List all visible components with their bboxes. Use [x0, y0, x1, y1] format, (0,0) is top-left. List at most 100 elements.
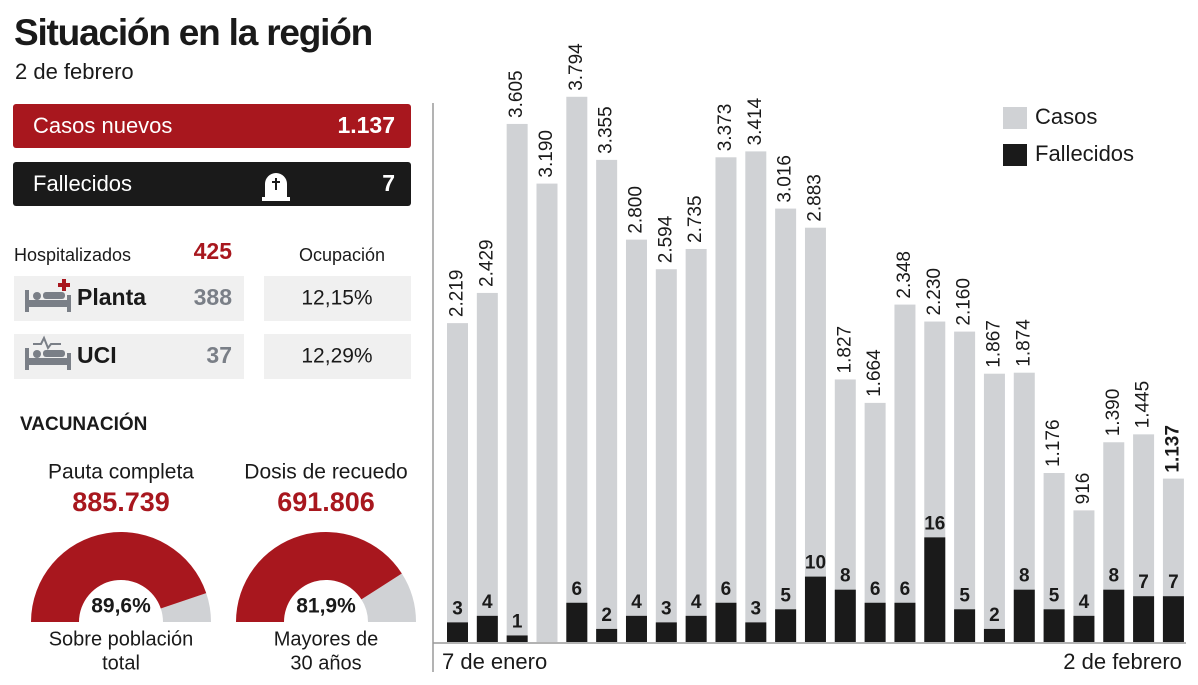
occupancy-header: Ocupación [299, 245, 385, 265]
bar-value-label: 1.137 [1162, 425, 1183, 473]
uci-occupancy-box [264, 334, 411, 379]
bar [715, 157, 737, 642]
bar-value-label: 1.390 [1103, 389, 1124, 437]
bar [1073, 510, 1095, 642]
bar-value-label: 2 [989, 605, 1000, 626]
planta-occupancy: 12,15% [301, 287, 372, 310]
bar-value-label: 5 [1049, 585, 1060, 606]
bar-value-label: 1.867 [983, 320, 1004, 368]
bar [1162, 596, 1184, 642]
bar [804, 227, 826, 643]
bar-value-label: 4 [482, 592, 493, 613]
bar-value-label: 4 [691, 592, 702, 613]
bar [983, 373, 1005, 642]
deaths-value: 7 [382, 170, 395, 196]
planta-value: 388 [194, 284, 233, 310]
bar [1043, 609, 1065, 642]
bar [924, 537, 946, 642]
bar-value-label: 1.176 [1043, 419, 1064, 467]
bar [596, 628, 618, 642]
bar-value-label: 4 [1079, 592, 1090, 613]
bar [834, 589, 856, 642]
bar [655, 269, 677, 642]
gauge-track [160, 593, 211, 622]
bar-value-label: 4 [631, 592, 642, 613]
bar [1013, 589, 1035, 642]
bar-value-label: 3.355 [596, 106, 617, 154]
bar-value-label: 8 [1108, 566, 1119, 587]
vaccine-label: Dosis de recuedo [244, 461, 407, 484]
bar [685, 248, 707, 642]
bar [834, 379, 856, 642]
bar [954, 331, 976, 642]
bar-value-label: 6 [572, 579, 583, 600]
bar-value-label: 7 [1168, 572, 1179, 593]
vaccination-title: VACUNACIÓN [20, 413, 147, 435]
bar [1103, 589, 1125, 642]
bar [864, 402, 886, 642]
planta-occupancy-box [264, 276, 411, 321]
bar [566, 96, 588, 642]
gauge-arc [236, 532, 402, 622]
bar [506, 123, 528, 643]
bar-value-label: 3 [661, 598, 672, 619]
vaccine-value: 885.739 [72, 487, 170, 517]
bar [685, 615, 707, 642]
deaths-label: Fallecidos [33, 171, 132, 196]
tombstone-icon [262, 173, 290, 201]
gauge-caption: total [102, 652, 140, 674]
bar-value-label: 1.874 [1013, 319, 1034, 367]
bar-value-label: 3.373 [715, 104, 736, 152]
bar [804, 576, 826, 642]
bar [954, 609, 976, 642]
bar [1133, 596, 1155, 642]
cases-value: 1.137 [337, 112, 395, 138]
bar [536, 183, 558, 642]
gauge-caption: Sobre población [49, 628, 194, 650]
bar [775, 609, 797, 642]
legend-swatch [1003, 144, 1027, 166]
bar-value-label: 6 [721, 579, 732, 600]
uci-label: UCI [77, 342, 117, 368]
bar-value-label: 5 [959, 585, 970, 606]
gauge-arc [31, 532, 207, 622]
bar-value-label: 1.445 [1133, 381, 1154, 429]
bar [894, 304, 916, 642]
legend-label: Casos [1035, 104, 1097, 129]
bar [775, 208, 797, 642]
hospital-label: Hospitalizados [14, 245, 131, 265]
bar-value-label: 2.883 [804, 174, 825, 222]
bar [447, 323, 468, 642]
bar-value-label: 1 [512, 611, 523, 632]
bar [983, 628, 1005, 642]
bar-value-label: 2.230 [924, 268, 945, 316]
bar-value-label: 3 [751, 598, 762, 619]
bar-value-label: 3 [452, 598, 463, 619]
x-tick-label: 2 de febrero [1063, 649, 1182, 674]
bar-value-label: 2.594 [655, 215, 676, 263]
cases-label: Casos nuevos [33, 113, 172, 138]
bar [596, 159, 618, 642]
bar-value-label: 2.348 [894, 251, 915, 299]
bar [447, 622, 468, 642]
bar-value-label: 2.800 [625, 186, 646, 234]
uci-occupancy: 12,29% [301, 345, 372, 368]
bar [476, 615, 498, 642]
bar-value-label: 1.664 [864, 349, 885, 397]
bar [506, 635, 528, 642]
bar-value-label: 2 [601, 605, 612, 626]
bar-value-label: 3.414 [745, 97, 766, 145]
gauge-percent: 89,6% [91, 595, 151, 618]
gauge-caption: Mayores de [274, 628, 379, 650]
bar-value-label: 5 [780, 585, 791, 606]
bar-value-label: 916 [1073, 473, 1094, 505]
bar [745, 151, 767, 642]
legend-swatch [1003, 107, 1027, 129]
cases-box [13, 104, 411, 148]
bed-icon [25, 279, 71, 312]
bar [1043, 473, 1065, 642]
title: Situación en la región [14, 12, 372, 53]
bar-value-label: 2.429 [476, 239, 497, 287]
uci-value: 37 [206, 342, 232, 368]
